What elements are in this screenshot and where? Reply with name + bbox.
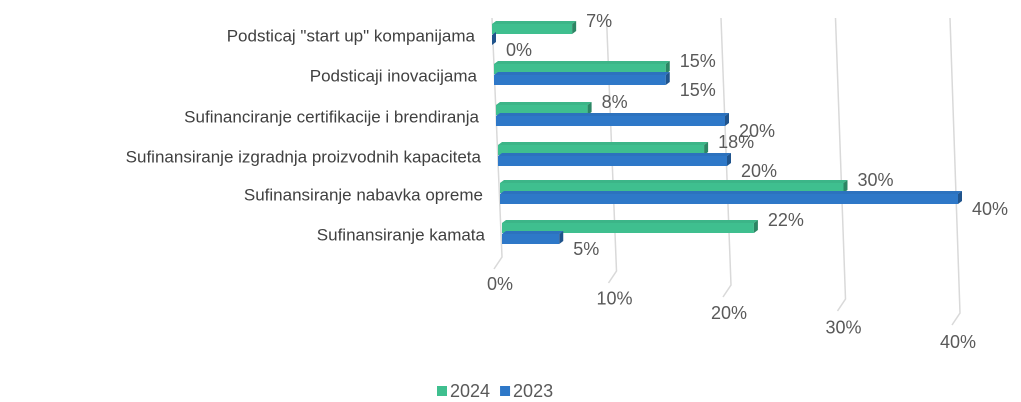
bar [492, 24, 573, 34]
bar-end [958, 191, 962, 204]
bar-top [492, 21, 577, 24]
bar-top [496, 102, 592, 105]
grid-line [949, 17, 961, 326]
bar-end [587, 102, 592, 115]
grid-line [834, 17, 847, 312]
bar-end [665, 61, 670, 74]
legend-swatch [437, 386, 447, 396]
value-label: 22% [768, 210, 804, 230]
value-label: 7% [586, 11, 612, 31]
value-label: 15% [680, 80, 716, 100]
bar-end [665, 72, 670, 85]
value-label: 20% [741, 161, 777, 181]
category-label: Podsticaji inovacijama [310, 66, 478, 85]
bar-top [498, 142, 709, 145]
value-label: 40% [972, 199, 1008, 219]
grid-line [605, 17, 618, 284]
legend-label: 2023 [513, 381, 553, 401]
category-label: Sufinanciranje certifikacije i brendiran… [184, 107, 479, 126]
value-label: 30% [858, 170, 894, 190]
bar [498, 156, 727, 166]
category-label: Podsticaj "start up" kompanijama [227, 26, 476, 45]
value-label: 8% [602, 92, 628, 112]
bar [502, 223, 754, 233]
bar-top [502, 220, 758, 223]
bar [494, 75, 666, 85]
x-tick-label: 10% [596, 288, 632, 308]
bar-end [572, 21, 577, 34]
bar-top [494, 61, 670, 64]
value-label: 15% [680, 51, 716, 71]
bar-top [500, 191, 962, 194]
bar-top [502, 231, 564, 234]
value-label: 20% [739, 121, 775, 141]
bar-top [498, 153, 731, 156]
bar [498, 145, 705, 155]
value-label: 18% [718, 132, 754, 152]
x-tick-label: 30% [825, 317, 861, 337]
bar [496, 116, 725, 126]
bar [500, 194, 958, 204]
category-label: Sufinansiranje nabavka opreme [244, 185, 483, 204]
bar-end [725, 113, 729, 126]
bar-end [843, 180, 848, 193]
bar-end [559, 231, 564, 244]
x-tick-label: 40% [940, 332, 976, 352]
bar [500, 183, 844, 193]
legend-swatch [500, 386, 511, 396]
bar [502, 234, 560, 244]
bar-end [753, 220, 758, 233]
category-label: Sufinansiranje kamata [317, 225, 486, 244]
bar [496, 105, 588, 115]
legend-label: 2024 [450, 381, 490, 401]
value-label: 5% [573, 239, 599, 259]
bar [494, 64, 666, 74]
bar-end [704, 142, 709, 155]
category-label: Sufinansiranje izgradnja proizvodnih kap… [126, 147, 482, 166]
value-label: 0% [506, 40, 532, 60]
bar-end [727, 153, 731, 166]
x-tick-label: 0% [487, 274, 513, 294]
bar-top [496, 113, 729, 116]
grid-line [720, 17, 732, 298]
x-tick-label: 20% [711, 303, 747, 323]
bar-end [492, 32, 496, 45]
grid-line [491, 17, 503, 270]
bar-top [494, 72, 670, 75]
bar-top [500, 180, 848, 183]
